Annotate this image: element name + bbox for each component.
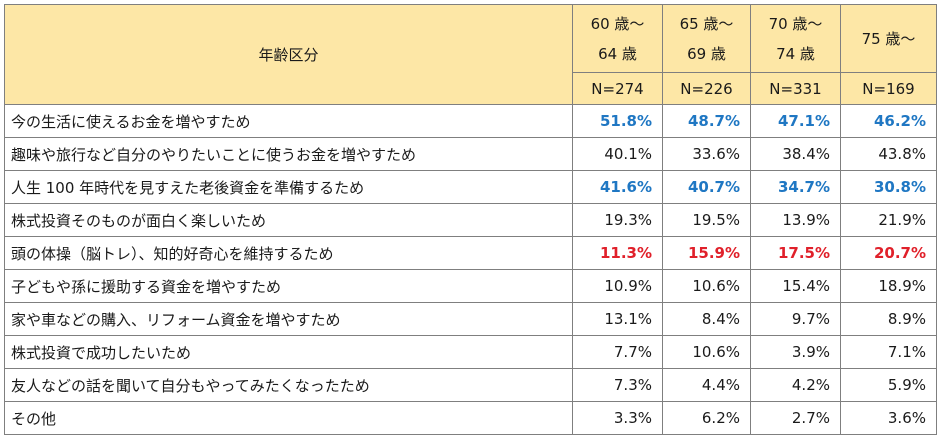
table-row: 子どもや孫に援助する資金を増やすため 10.9% 10.6% 15.4% 18.9% — [4, 269, 937, 303]
percentage-cell: 46.2% — [840, 104, 937, 138]
column-header-60-64: 60 歳〜 64 歳 — [572, 4, 663, 73]
table-header: 年齢区分 60 歳〜 64 歳 65 歳〜 69 歳 70 歳〜 74 歳 75… — [4, 4, 937, 105]
row-label: 人生 100 年時代を見すえた老後資金を準備するため — [4, 170, 573, 204]
percentage-cell: 3.3% — [572, 401, 663, 435]
percentage-cell: 38.4% — [750, 137, 841, 171]
row-label: その他 — [4, 401, 573, 435]
row-label: 頭の体操（脳トレ）、知的好奇心を維持するため — [4, 236, 573, 270]
column-header-65-69: 65 歳〜 69 歳 — [662, 4, 751, 73]
percentage-cell: 10.6% — [662, 335, 751, 369]
percentage-cell: 7.3% — [572, 368, 663, 402]
percentage-cell: 11.3% — [572, 236, 663, 270]
percentage-cell: 4.2% — [750, 368, 841, 402]
percentage-cell: 9.7% — [750, 302, 841, 336]
percentage-cell: 43.8% — [840, 137, 937, 171]
percentage-cell: 3.9% — [750, 335, 841, 369]
row-label: 友人などの話を聞いて自分もやってみたくなったため — [4, 368, 573, 402]
percentage-cell: 19.5% — [662, 203, 751, 237]
percentage-cell: 33.6% — [662, 137, 751, 171]
row-label: 株式投資で成功したいため — [4, 335, 573, 369]
percentage-cell: 15.9% — [662, 236, 751, 270]
table-row: 株式投資で成功したいため 7.7% 10.6% 3.9% 7.1% — [4, 335, 937, 369]
sample-size-70-74: N=331 — [750, 72, 841, 105]
percentage-cell: 30.8% — [840, 170, 937, 204]
percentage-cell: 2.7% — [750, 401, 841, 435]
percentage-cell: 13.1% — [572, 302, 663, 336]
column-header-75-plus: 75 歳〜 — [840, 4, 937, 73]
sample-size-60-64: N=274 — [572, 72, 663, 105]
percentage-cell: 5.9% — [840, 368, 937, 402]
table-row: 株式投資そのものが面白く楽しいため 19.3% 19.5% 13.9% 21.9% — [4, 203, 937, 237]
row-label: 趣味や旅行など自分のやりたいことに使うお金を増やすため — [4, 137, 573, 171]
age-category-header: 年齢区分 — [4, 4, 573, 105]
percentage-cell: 8.4% — [662, 302, 751, 336]
percentage-cell: 21.9% — [840, 203, 937, 237]
column-header-70-74: 70 歳〜 74 歳 — [750, 4, 841, 73]
percentage-cell: 7.7% — [572, 335, 663, 369]
percentage-cell: 17.5% — [750, 236, 841, 270]
percentage-cell: 7.1% — [840, 335, 937, 369]
percentage-cell: 51.8% — [572, 104, 663, 138]
percentage-cell: 34.7% — [750, 170, 841, 204]
percentage-cell: 4.4% — [662, 368, 751, 402]
percentage-cell: 15.4% — [750, 269, 841, 303]
survey-table: 年齢区分 60 歳〜 64 歳 65 歳〜 69 歳 70 歳〜 74 歳 75… — [4, 4, 937, 435]
percentage-cell: 3.6% — [840, 401, 937, 435]
percentage-cell: 18.9% — [840, 269, 937, 303]
row-label: 今の生活に使えるお金を増やすため — [4, 104, 573, 138]
sample-size-65-69: N=226 — [662, 72, 751, 105]
table-row: 友人などの話を聞いて自分もやってみたくなったため 7.3% 4.4% 4.2% 5.9% — [4, 368, 937, 402]
percentage-cell: 13.9% — [750, 203, 841, 237]
table-row: 頭の体操（脳トレ）、知的好奇心を維持するため 11.3% 15.9% 17.5% 20.… — [4, 236, 937, 270]
table-row: 今の生活に使えるお金を増やすため 51.8% 48.7% 47.1% 46.2% — [4, 104, 937, 138]
table-row: 家や車などの購入、リフォーム資金を増やすため 13.1% 8.4% 9.7% 8.9% — [4, 302, 937, 336]
percentage-cell: 8.9% — [840, 302, 937, 336]
row-label: 家や車などの購入、リフォーム資金を増やすため — [4, 302, 573, 336]
percentage-cell: 10.9% — [572, 269, 663, 303]
percentage-cell: 40.1% — [572, 137, 663, 171]
percentage-cell: 20.7% — [840, 236, 937, 270]
percentage-cell: 10.6% — [662, 269, 751, 303]
table-row: その他 3.3% 6.2% 2.7% 3.6% — [4, 401, 937, 435]
survey-table-container: 年齢区分 60 歳〜 64 歳 65 歳〜 69 歳 70 歳〜 74 歳 75… — [4, 4, 937, 435]
percentage-cell: 47.1% — [750, 104, 841, 138]
percentage-cell: 48.7% — [662, 104, 751, 138]
row-label: 子どもや孫に援助する資金を増やすため — [4, 269, 573, 303]
table-row: 人生 100 年時代を見すえた老後資金を準備するため 41.6% 40.7% 34.7… — [4, 170, 937, 204]
percentage-cell: 41.6% — [572, 170, 663, 204]
row-label: 株式投資そのものが面白く楽しいため — [4, 203, 573, 237]
table-row: 趣味や旅行など自分のやりたいことに使うお金を増やすため 40.1% 33.6% 38.… — [4, 137, 937, 171]
percentage-cell: 40.7% — [662, 170, 751, 204]
percentage-cell: 19.3% — [572, 203, 663, 237]
sample-size-75-plus: N=169 — [840, 72, 937, 105]
table-body: 今の生活に使えるお金を増やすため 51.8% 48.7% 47.1% 46.2% 趣味や旅… — [4, 104, 937, 435]
percentage-cell: 6.2% — [662, 401, 751, 435]
